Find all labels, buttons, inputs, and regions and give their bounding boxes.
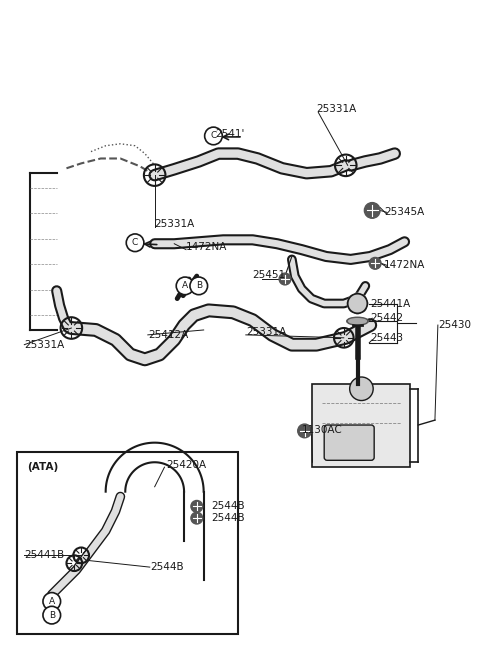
Text: 1472NA: 1472NA <box>186 242 228 252</box>
Text: B: B <box>48 610 55 620</box>
Text: 2544B: 2544B <box>150 562 183 572</box>
Circle shape <box>364 202 380 218</box>
Circle shape <box>353 305 362 314</box>
Circle shape <box>349 295 358 304</box>
Text: 2541': 2541' <box>216 129 245 139</box>
Circle shape <box>279 273 291 285</box>
Circle shape <box>359 299 368 308</box>
Text: C: C <box>132 238 138 247</box>
Text: 25331A: 25331A <box>155 219 195 229</box>
Circle shape <box>191 512 203 524</box>
Text: A: A <box>182 281 188 290</box>
Circle shape <box>126 234 144 252</box>
Circle shape <box>369 258 381 269</box>
Text: 2544B: 2544B <box>212 501 245 511</box>
Circle shape <box>347 299 356 308</box>
Text: 25443: 25443 <box>370 333 403 343</box>
Text: 25430: 25430 <box>438 320 471 330</box>
Text: 1472NA: 1472NA <box>384 260 425 270</box>
Ellipse shape <box>347 317 368 325</box>
Text: 25441A: 25441A <box>370 298 410 309</box>
Text: 25442: 25442 <box>370 313 403 323</box>
Text: (ATA): (ATA) <box>27 462 59 472</box>
Text: 25451: 25451 <box>252 270 286 280</box>
Circle shape <box>191 501 203 512</box>
Text: 25331A: 25331A <box>316 104 357 114</box>
Text: C: C <box>210 131 216 141</box>
Circle shape <box>349 304 358 312</box>
Text: 25441B: 25441B <box>24 551 65 560</box>
Text: B: B <box>196 281 202 290</box>
Circle shape <box>176 277 194 295</box>
Text: 25412A: 25412A <box>148 330 188 340</box>
Circle shape <box>353 293 362 302</box>
FancyBboxPatch shape <box>17 453 238 634</box>
Text: A: A <box>48 597 55 606</box>
FancyBboxPatch shape <box>324 425 374 461</box>
Circle shape <box>204 127 222 145</box>
Circle shape <box>348 294 367 313</box>
Circle shape <box>357 295 366 304</box>
Circle shape <box>357 304 366 312</box>
Text: 25331A: 25331A <box>246 327 286 337</box>
Ellipse shape <box>348 319 366 324</box>
Text: 25331A: 25331A <box>24 340 65 350</box>
Text: 2544B: 2544B <box>212 513 245 523</box>
Text: 25420A: 25420A <box>167 460 206 470</box>
Circle shape <box>43 593 60 610</box>
FancyBboxPatch shape <box>312 384 410 467</box>
Circle shape <box>349 377 373 401</box>
Circle shape <box>298 424 312 438</box>
Circle shape <box>190 277 207 295</box>
Text: 1130AC: 1130AC <box>301 425 342 435</box>
Text: 25345A: 25345A <box>384 208 424 217</box>
Circle shape <box>43 606 60 624</box>
